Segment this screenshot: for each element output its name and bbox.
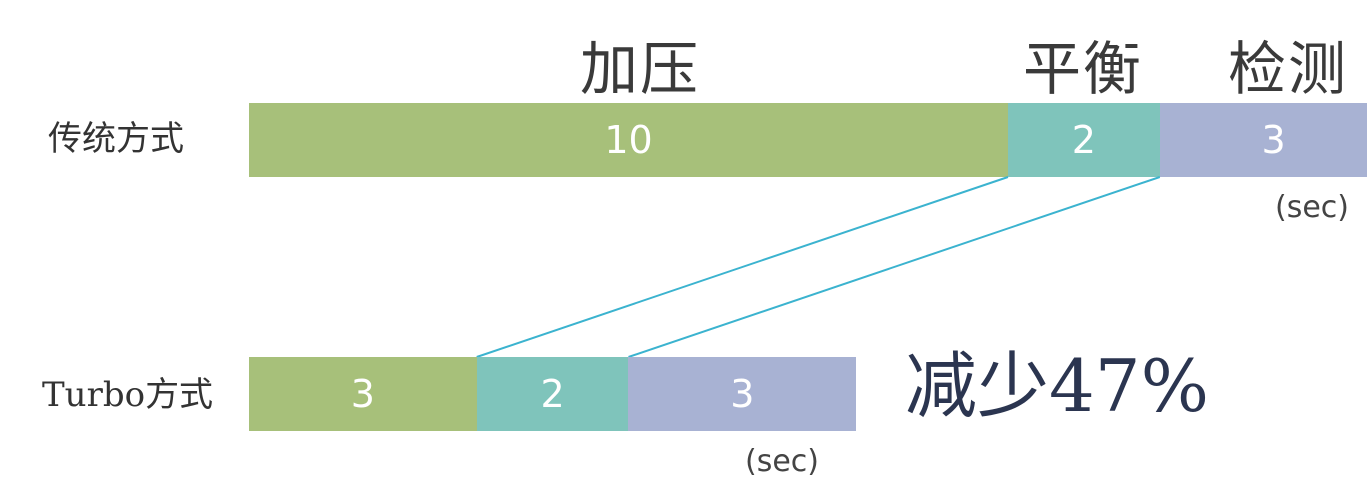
bar-segment-traditional-pressurize: 10 (249, 103, 1008, 177)
row-label-traditional: 传统方式 (48, 119, 184, 159)
phase-label-balance: 平衡 (1023, 35, 1144, 103)
unit-label-turbo: (sec) (745, 444, 819, 479)
bar-segment-traditional-detect: 3 (1159, 103, 1367, 177)
bar-segment-turbo-balance: 2 (476, 357, 629, 431)
phase-label-pressurize: 加压 (580, 35, 701, 103)
bar-row-traditional: 10 2 3 (249, 103, 1367, 177)
bar-segment-traditional-balance: 2 (1008, 103, 1160, 177)
bar-row-turbo: 3 2 3 (249, 357, 857, 431)
connector-line-detect-start (628, 176, 1161, 358)
bar-segment-turbo-pressurize: 3 (249, 357, 477, 431)
row-label-turbo: Turbo方式 (42, 375, 214, 415)
phase-label-detect: 检测 (1228, 35, 1349, 103)
reduction-annotation: 减少47% (905, 344, 1210, 428)
unit-label-traditional: (sec) (1275, 190, 1349, 225)
connector-line-balance-start (476, 176, 1009, 358)
bar-segment-turbo-detect: 3 (628, 357, 857, 431)
